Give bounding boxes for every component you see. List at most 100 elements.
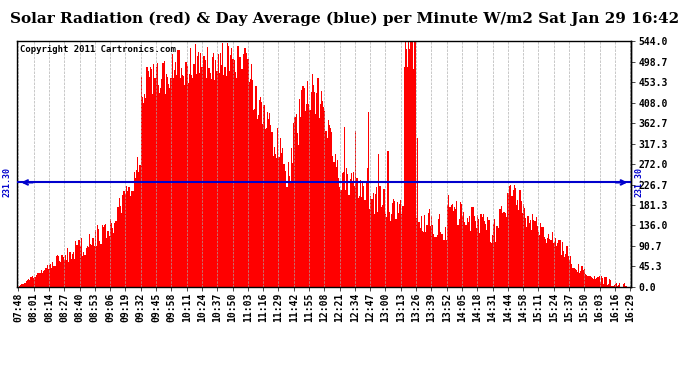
Bar	[157, 63, 158, 287]
Bar	[19, 286, 20, 287]
Bar	[143, 103, 144, 287]
Bar	[158, 85, 159, 287]
Bar	[607, 285, 608, 287]
Bar	[584, 269, 585, 287]
Bar	[279, 138, 281, 287]
Bar	[290, 182, 291, 287]
Bar	[198, 52, 199, 287]
Bar	[544, 239, 546, 287]
Bar	[190, 48, 191, 287]
Bar	[313, 86, 314, 287]
Bar	[241, 69, 243, 287]
Bar	[470, 231, 471, 287]
Bar	[468, 222, 469, 287]
Bar	[121, 213, 122, 287]
Bar	[233, 59, 234, 287]
Bar	[362, 181, 364, 287]
Bar	[295, 114, 297, 287]
Bar	[487, 217, 489, 287]
Bar	[305, 111, 306, 287]
Bar	[324, 111, 326, 287]
Bar	[176, 75, 177, 287]
Bar	[475, 221, 476, 287]
Bar	[439, 213, 440, 287]
Bar	[304, 88, 305, 287]
Bar	[310, 92, 312, 287]
Bar	[122, 195, 124, 287]
Bar	[184, 85, 186, 287]
Bar	[48, 269, 49, 287]
Bar	[520, 201, 522, 287]
Bar	[461, 204, 462, 287]
Bar	[59, 261, 60, 287]
Bar	[86, 248, 87, 287]
Bar	[402, 206, 404, 287]
Bar	[340, 190, 342, 287]
Bar	[206, 78, 207, 287]
Bar	[570, 256, 571, 287]
Bar	[273, 156, 274, 287]
Bar	[600, 282, 601, 287]
Bar	[554, 242, 555, 287]
Bar	[382, 205, 383, 287]
Bar	[517, 200, 518, 287]
Bar	[81, 238, 82, 287]
Bar	[50, 264, 51, 287]
Bar	[251, 64, 252, 287]
Bar	[504, 213, 506, 287]
Bar	[603, 284, 604, 287]
Bar	[547, 238, 548, 287]
Bar	[516, 205, 517, 287]
Bar	[288, 176, 290, 287]
Bar	[406, 49, 407, 287]
Bar	[608, 284, 609, 287]
Bar	[457, 225, 459, 287]
Bar	[117, 207, 118, 287]
Bar	[83, 252, 84, 287]
Bar	[29, 280, 30, 287]
Bar	[175, 62, 176, 287]
Bar	[366, 183, 367, 287]
Bar	[91, 244, 92, 287]
Bar	[571, 264, 572, 287]
Bar	[469, 216, 470, 287]
Bar	[151, 69, 152, 287]
Bar	[257, 119, 258, 287]
Bar	[193, 64, 195, 287]
Bar	[105, 224, 106, 287]
Bar	[422, 231, 423, 287]
Bar	[159, 93, 160, 287]
Bar	[480, 214, 482, 287]
Bar	[118, 207, 119, 287]
Bar	[37, 273, 39, 287]
Bar	[20, 285, 21, 287]
Bar	[539, 235, 540, 287]
Bar	[277, 128, 278, 287]
Bar	[500, 209, 501, 287]
Bar	[21, 284, 22, 287]
Bar	[125, 194, 126, 287]
Bar	[563, 251, 564, 287]
Bar	[551, 232, 553, 287]
Bar	[262, 124, 264, 287]
Bar	[522, 213, 523, 287]
Bar	[219, 74, 220, 287]
Bar	[30, 277, 32, 287]
Bar	[148, 77, 150, 287]
Bar	[494, 219, 495, 287]
Bar	[172, 78, 174, 287]
Bar	[137, 157, 139, 287]
Bar	[191, 75, 193, 287]
Bar	[321, 91, 322, 287]
Bar	[594, 276, 595, 287]
Bar	[478, 219, 480, 287]
Bar	[135, 178, 136, 287]
Bar	[413, 69, 414, 287]
Bar	[352, 181, 353, 287]
Bar	[416, 218, 417, 287]
Bar	[492, 235, 493, 287]
Bar	[506, 217, 507, 287]
Bar	[60, 262, 61, 287]
Bar	[418, 222, 420, 287]
Bar	[535, 217, 537, 287]
